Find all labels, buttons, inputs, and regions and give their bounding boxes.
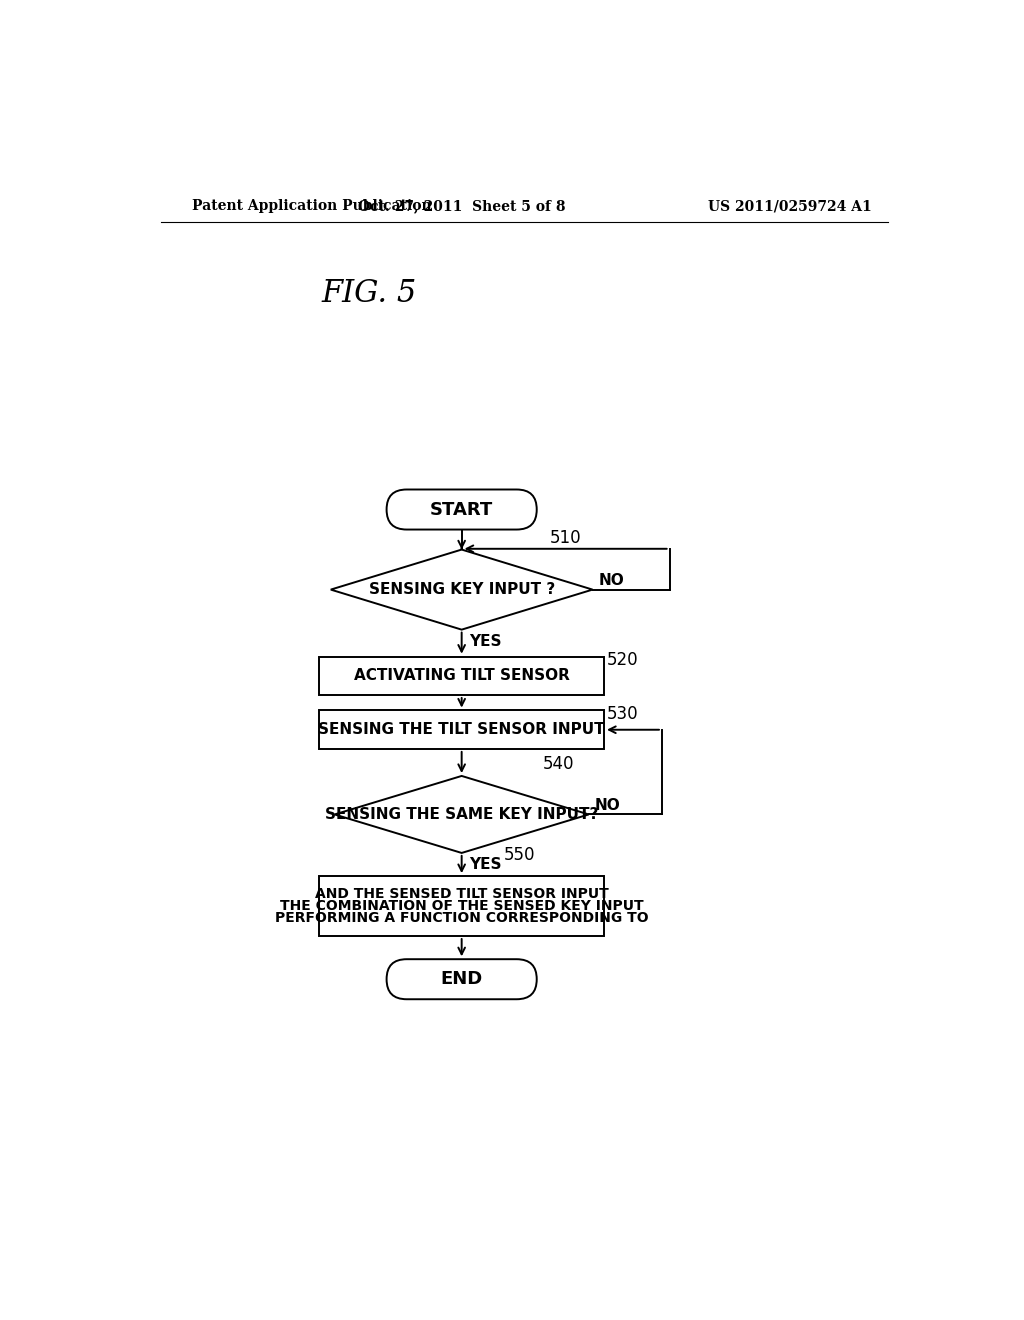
Text: SENSING KEY INPUT ?: SENSING KEY INPUT ?: [369, 582, 555, 597]
Text: FIG. 5: FIG. 5: [322, 277, 417, 309]
Text: NO: NO: [595, 797, 621, 813]
Text: Patent Application Publication: Patent Application Publication: [193, 199, 432, 213]
Text: PERFORMING A FUNCTION CORRESPONDING TO: PERFORMING A FUNCTION CORRESPONDING TO: [274, 911, 648, 925]
FancyBboxPatch shape: [319, 876, 604, 936]
Text: SENSING THE SAME KEY INPUT?: SENSING THE SAME KEY INPUT?: [325, 807, 598, 822]
Text: AND THE SENSED TILT SENSOR INPUT: AND THE SENSED TILT SENSOR INPUT: [314, 887, 608, 900]
Polygon shape: [331, 549, 593, 630]
Text: YES: YES: [469, 857, 502, 873]
Text: US 2011/0259724 A1: US 2011/0259724 A1: [708, 199, 871, 213]
Text: YES: YES: [469, 634, 502, 648]
Text: 550: 550: [504, 846, 536, 865]
Text: 520: 520: [606, 652, 638, 669]
Text: END: END: [440, 970, 482, 989]
Text: SENSING THE TILT SENSOR INPUT: SENSING THE TILT SENSOR INPUT: [318, 722, 605, 738]
Text: 540: 540: [543, 755, 574, 774]
Text: START: START: [430, 500, 494, 519]
FancyBboxPatch shape: [387, 960, 537, 999]
Text: THE COMBINATION OF THE SENSED KEY INPUT: THE COMBINATION OF THE SENSED KEY INPUT: [280, 899, 643, 913]
Text: ACTIVATING TILT SENSOR: ACTIVATING TILT SENSOR: [353, 668, 569, 684]
Text: 530: 530: [606, 705, 638, 723]
Polygon shape: [335, 776, 589, 853]
FancyBboxPatch shape: [319, 656, 604, 696]
Text: NO: NO: [599, 573, 625, 587]
Text: 510: 510: [550, 529, 582, 546]
FancyBboxPatch shape: [319, 710, 604, 748]
FancyBboxPatch shape: [387, 490, 537, 529]
Text: Oct. 27, 2011  Sheet 5 of 8: Oct. 27, 2011 Sheet 5 of 8: [358, 199, 565, 213]
